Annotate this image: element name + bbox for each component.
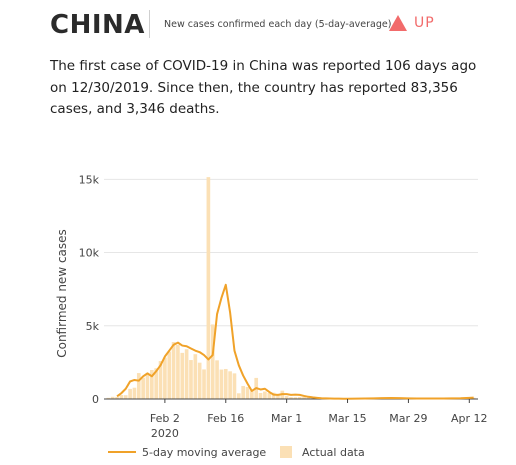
data-bar	[245, 386, 250, 399]
data-bar	[106, 397, 111, 399]
data-bar	[219, 369, 224, 399]
y-tick-label: 15k	[79, 173, 100, 186]
data-bar	[236, 393, 241, 399]
legend-label-actual: Actual data	[302, 446, 365, 459]
data-bar	[202, 369, 206, 399]
data-bar	[176, 344, 180, 399]
data-bar	[184, 349, 189, 399]
y-tick-label: 10k	[79, 247, 100, 260]
x-tick-label: Apr 12	[451, 412, 488, 425]
country-title: CHINA	[50, 10, 145, 40]
data-bar	[263, 391, 267, 399]
data-bar	[167, 351, 172, 399]
trend-label: UP	[414, 15, 435, 31]
header-divider	[149, 10, 150, 38]
trend-up-triangle-icon	[389, 15, 407, 31]
data-bar	[132, 387, 137, 399]
data-bar	[302, 396, 306, 399]
data-bar	[193, 354, 198, 399]
x-year-label: 2020	[151, 427, 179, 440]
data-bar	[150, 370, 154, 399]
data-bar	[276, 394, 280, 399]
data-bar	[128, 388, 132, 399]
data-bar	[293, 397, 298, 399]
x-tick-label: Feb 16	[207, 412, 244, 425]
data-bar	[171, 342, 176, 399]
x-tick-label: Mar 15	[328, 412, 366, 425]
legend-label-average: 5-day moving average	[142, 446, 266, 459]
data-bar	[306, 397, 311, 399]
chart-header: CHINA New cases confirmed each day (5-da…	[50, 8, 500, 44]
data-bar	[158, 361, 163, 399]
x-tick-label: Feb 2	[150, 412, 180, 425]
data-bar	[289, 397, 293, 399]
data-bar	[180, 352, 185, 399]
data-bar	[271, 392, 276, 399]
moving-average-line	[116, 283, 474, 400]
data-bar	[228, 371, 232, 399]
data-bar	[250, 389, 254, 399]
y-axis-label: Confirmed new cases	[55, 229, 69, 358]
data-bar	[145, 373, 150, 399]
legend-bar-swatch	[280, 446, 292, 458]
data-bar	[123, 395, 128, 399]
x-tick-label: Mar 1	[271, 412, 302, 425]
y-tick-label: 5k	[86, 320, 100, 333]
data-bar	[110, 396, 115, 399]
data-bar	[284, 396, 289, 399]
x-tick-label: Mar 29	[389, 412, 427, 425]
data-bar	[297, 396, 302, 399]
data-bar	[197, 362, 202, 399]
data-bar	[267, 393, 272, 399]
y-tick-label: 0	[92, 393, 99, 406]
chart-subtitle: New cases confirmed each day (5-day-aver…	[164, 19, 392, 30]
data-bar	[210, 324, 215, 399]
data-bar	[115, 396, 119, 399]
data-bar	[232, 373, 237, 399]
data-bar	[215, 360, 219, 399]
summary-text: The first case of COVID-19 in China was …	[50, 58, 477, 117]
data-bar	[241, 385, 245, 399]
data-bar	[258, 393, 263, 399]
data-bar	[154, 368, 159, 399]
data-bar	[141, 377, 145, 399]
data-bar	[189, 360, 193, 399]
data-bar	[136, 373, 141, 399]
data-bar	[119, 395, 124, 399]
data-bar	[223, 368, 228, 399]
data-bar	[163, 357, 167, 399]
data-bar	[206, 177, 211, 399]
